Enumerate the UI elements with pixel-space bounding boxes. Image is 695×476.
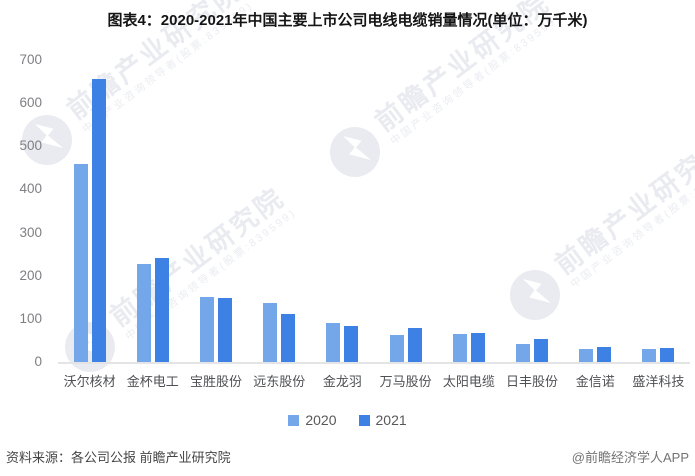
bar-2021 bbox=[470, 332, 485, 362]
chart-title: 图表4：2020-2021年中国主要上市公司电线电缆销量情况(单位：万千米) bbox=[107, 12, 588, 29]
y-tick-label: 500 bbox=[19, 138, 42, 154]
bar-2021 bbox=[154, 258, 169, 362]
bar-2020 bbox=[642, 349, 657, 362]
bar-2020 bbox=[452, 334, 467, 362]
bar-groups bbox=[58, 60, 690, 362]
bar-2020 bbox=[516, 344, 531, 362]
y-tick-label: 200 bbox=[19, 267, 42, 283]
legend-swatch bbox=[288, 414, 300, 426]
category-label: 太阳电缆 bbox=[442, 374, 495, 389]
category-label: 宝胜股份 bbox=[190, 374, 243, 389]
bar-2021 bbox=[660, 347, 675, 362]
legend-label: 2020 bbox=[305, 412, 337, 428]
bar-group bbox=[500, 60, 563, 362]
category-label: 盛洋科技 bbox=[632, 374, 685, 389]
category-label: 远东股份 bbox=[253, 374, 306, 389]
legend-label: 2021 bbox=[375, 412, 407, 428]
y-tick-label: 600 bbox=[19, 95, 42, 111]
bar-2021 bbox=[597, 347, 612, 362]
bar-2020 bbox=[389, 335, 404, 362]
category-labels: 沃尔核材 金杯电工 宝胜股份 远东股份 金龙羽 万马股份 太阳电缆 日丰股份 金信诺 盛洋科技 bbox=[58, 371, 690, 390]
bar-group bbox=[564, 60, 627, 362]
y-tick-label: 400 bbox=[19, 181, 42, 197]
bar-group bbox=[311, 60, 374, 362]
credit-note: @前瞻经济学人APP bbox=[571, 450, 689, 465]
bar-2020 bbox=[136, 264, 151, 362]
bar-2021 bbox=[281, 313, 296, 362]
bar-2020 bbox=[73, 163, 88, 362]
y-tick-label: 300 bbox=[19, 224, 42, 240]
category-label: 万马股份 bbox=[379, 374, 432, 389]
y-axis: 700 600 500 400 300 200 100 0 bbox=[0, 52, 48, 369]
bar-group bbox=[184, 60, 247, 362]
category-label: 金信诺 bbox=[575, 374, 615, 389]
category-label: 金杯电工 bbox=[126, 374, 179, 389]
bar-2020 bbox=[326, 323, 341, 362]
legend: 2020 2021 bbox=[0, 412, 695, 428]
category-label: 沃尔核材 bbox=[63, 374, 116, 389]
bar-2020 bbox=[579, 349, 594, 362]
category-label: 日丰股份 bbox=[506, 374, 559, 389]
bar-2021 bbox=[534, 339, 549, 362]
bar-2021 bbox=[344, 326, 359, 362]
y-tick-label: 700 bbox=[19, 52, 42, 67]
legend-item: 2021 bbox=[358, 412, 407, 428]
bar-group bbox=[248, 60, 311, 362]
bar-group bbox=[121, 60, 184, 362]
bar-2020 bbox=[263, 302, 278, 362]
bar-group bbox=[437, 60, 500, 362]
plot-area bbox=[58, 60, 690, 364]
bar-2021 bbox=[218, 298, 232, 362]
footer: 资料来源：各公司公报 前瞻产业研究院 @前瞻经济学人APP bbox=[6, 447, 689, 466]
bar-2021 bbox=[407, 327, 422, 362]
bar-group bbox=[374, 60, 437, 362]
source-note: 资料来源：各公司公报 前瞻产业研究院 bbox=[6, 450, 231, 465]
legend-item: 2020 bbox=[288, 412, 337, 428]
bar-group bbox=[58, 60, 121, 362]
bar-2020 bbox=[200, 297, 214, 362]
bar-2021 bbox=[91, 79, 106, 362]
category-label: 金龙羽 bbox=[322, 374, 362, 389]
y-tick-label: 100 bbox=[19, 310, 42, 326]
y-tick-label: 0 bbox=[34, 354, 42, 369]
bar-group bbox=[627, 60, 690, 362]
legend-swatch bbox=[358, 414, 370, 426]
